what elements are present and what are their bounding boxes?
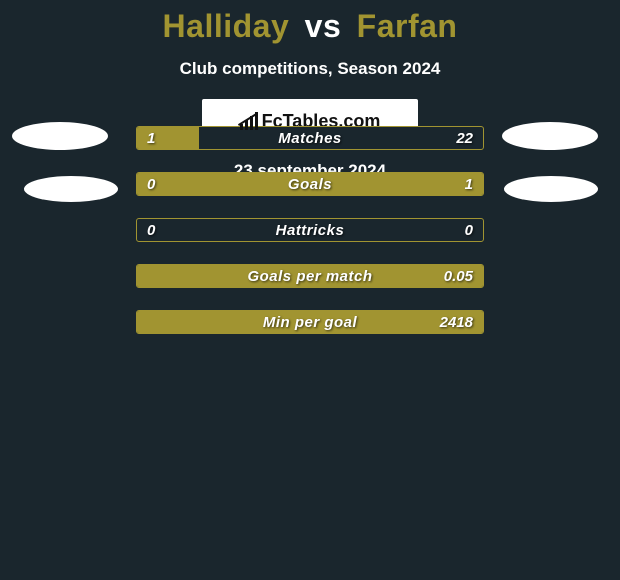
stat-bar: 0Hattricks0 <box>136 218 484 242</box>
stat-value-right: 0.05 <box>444 265 473 287</box>
stat-value-right: 1 <box>465 173 473 195</box>
decoration-ellipse <box>504 176 598 202</box>
logo-chart-icon <box>240 112 258 130</box>
stat-value-right: 2418 <box>440 311 473 333</box>
decoration-ellipse <box>502 122 598 150</box>
title-player1: Halliday <box>163 8 290 44</box>
page-title: Halliday vs Farfan <box>0 0 620 45</box>
stat-label: Hattricks <box>137 219 483 241</box>
stat-label: Min per goal <box>137 311 483 333</box>
stat-label: Goals per match <box>137 265 483 287</box>
decoration-ellipse <box>24 176 118 202</box>
stat-bar: 1Matches22 <box>136 126 484 150</box>
decoration-ellipse <box>12 122 108 150</box>
stat-value-right: 0 <box>465 219 473 241</box>
stat-value-right: 22 <box>456 127 473 149</box>
stat-label: Matches <box>137 127 483 149</box>
title-vs: vs <box>305 8 342 44</box>
subtitle: Club competitions, Season 2024 <box>0 59 620 79</box>
stat-bar: Goals per match0.05 <box>136 264 484 288</box>
title-player2: Farfan <box>357 8 458 44</box>
stat-bar: 0Goals1 <box>136 172 484 196</box>
stat-bar: Min per goal2418 <box>136 310 484 334</box>
stat-label: Goals <box>137 173 483 195</box>
